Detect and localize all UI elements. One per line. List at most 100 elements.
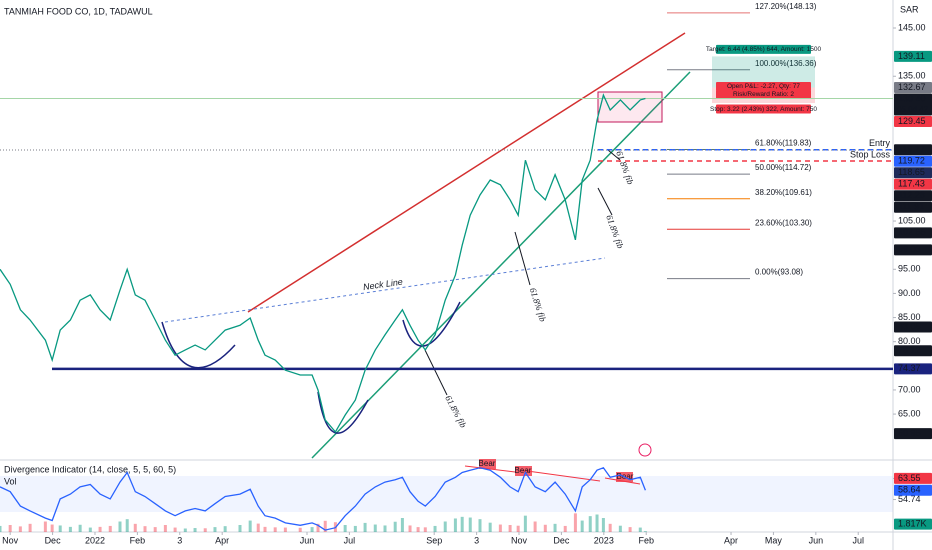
indicator-title: Divergence Indicator (14, close, 5, 5, 6… — [4, 464, 176, 474]
volume-bar — [98, 526, 102, 532]
volume-bar — [238, 525, 242, 532]
volume-bar — [183, 528, 187, 532]
price-tag-label: 63.55 — [898, 473, 921, 483]
volume-bar — [193, 528, 197, 532]
volume-bar — [423, 527, 427, 532]
price-tag — [894, 518, 932, 530]
volume-bar — [50, 524, 54, 532]
volume-bar — [248, 520, 252, 532]
price-tag — [894, 155, 932, 167]
volume-bar — [478, 519, 482, 532]
price-tag-label: 117.43 — [898, 179, 925, 189]
price-tag — [894, 190, 932, 202]
volume-bar — [68, 526, 72, 532]
price-tag — [894, 345, 932, 357]
volume-bar — [468, 517, 472, 532]
x-tick-label: Dec — [553, 535, 570, 545]
volume-bar — [256, 523, 260, 532]
arrow — [424, 349, 448, 396]
alert-icon[interactable] — [638, 443, 652, 457]
volume-bar — [88, 527, 92, 532]
indicator-tick-label: 54.74 — [898, 494, 921, 504]
y-tick-label: 70.00 — [898, 384, 921, 394]
chart-title: TANMIAH FOOD CO, 1D, TADAWUL — [4, 6, 153, 16]
y-tick-label: 95.00 — [898, 264, 921, 274]
volume-bar — [118, 521, 122, 532]
volume-bar — [203, 528, 207, 532]
x-tick-label: Jul — [344, 535, 356, 545]
volume-bar — [353, 525, 357, 532]
fib-label: 127.20%(148.13) — [755, 2, 817, 11]
x-tick-label: May — [765, 535, 783, 545]
volume-bar — [383, 525, 387, 532]
x-tick-label: Nov — [2, 535, 19, 545]
volume-bar — [643, 531, 647, 532]
fib-label: 0.00%(93.08) — [755, 268, 803, 277]
price-tag — [894, 321, 932, 333]
price-tag-label: 78.12 — [898, 345, 921, 355]
price-tag-label: 118.65 — [898, 167, 925, 177]
fib-label: 100.00%(136.36) — [755, 59, 817, 68]
price-tag-label: 111.91 — [898, 202, 924, 212]
volume-bar — [453, 518, 457, 532]
y-tick-label: 145.00 — [898, 22, 926, 32]
volume-bar — [58, 525, 62, 532]
volume-bar — [588, 516, 592, 532]
y-tick-label: 135.00 — [898, 71, 926, 81]
consolidation-box — [597, 91, 663, 123]
x-tick-label: Jun — [300, 535, 315, 545]
fib-label: 38.20%(109.61) — [755, 188, 812, 197]
volume-bar — [8, 525, 12, 532]
price-tag — [894, 472, 932, 484]
volume-bar — [608, 523, 612, 532]
volume-bar — [433, 525, 437, 532]
volume-bar — [263, 526, 267, 532]
volume-bar — [408, 525, 412, 532]
arrow — [607, 149, 621, 161]
price-tag — [894, 93, 932, 116]
price-line-label: Entry — [869, 138, 891, 148]
cup-arc — [402, 301, 461, 347]
x-tick-label: Apr — [215, 535, 229, 545]
volume-bar — [343, 525, 347, 532]
volume-bar — [213, 527, 217, 532]
x-tick-label: 3 — [474, 535, 479, 545]
volume-bar — [573, 513, 577, 532]
wedge-upper-line — [247, 32, 686, 313]
price-tag-label: 102.55 — [898, 227, 926, 237]
price-tag-label: 132.67 — [898, 82, 926, 92]
price-tag — [894, 201, 932, 213]
price-tag — [894, 81, 932, 93]
target-text: Target: 6.44 (4.85%) 644, Amount: 1500 — [706, 46, 822, 53]
volume-bar — [323, 520, 327, 532]
price-line-series — [0, 467, 647, 531]
volume-bar — [553, 523, 557, 532]
bear-tag — [479, 459, 496, 469]
volume-bar — [580, 520, 584, 532]
bear-label: Bear — [479, 459, 496, 468]
volume-bar — [173, 527, 177, 532]
price-tag-label: 83.05 — [898, 321, 921, 331]
price-tag — [894, 244, 932, 256]
volume-bar — [508, 525, 512, 532]
price-tag — [894, 227, 932, 239]
volume-bar — [618, 525, 622, 532]
price-tag-label: 58.64 — [898, 485, 921, 495]
volume-label: Vol — [4, 476, 17, 486]
price-tag-label: 74.37 — [898, 363, 921, 373]
volume-bar — [28, 523, 32, 532]
volume-bar — [223, 526, 227, 532]
price-tag-label: 119.77 — [898, 144, 925, 154]
volume-bar — [125, 519, 129, 532]
volume-bar — [533, 521, 537, 532]
countdown-label: 05:04:42 — [897, 105, 929, 114]
volume-bar — [488, 522, 492, 532]
trend-line — [311, 71, 691, 459]
price-tag-label: 60.95 — [898, 428, 921, 438]
divergence-line — [519, 469, 601, 482]
arrow — [514, 231, 531, 286]
fib-label: 50.00%(114.72) — [755, 163, 812, 172]
fib-label: 23.60%(103.30) — [755, 218, 812, 227]
volume-bar — [400, 518, 404, 532]
y-tick-label: 85.00 — [898, 312, 921, 322]
